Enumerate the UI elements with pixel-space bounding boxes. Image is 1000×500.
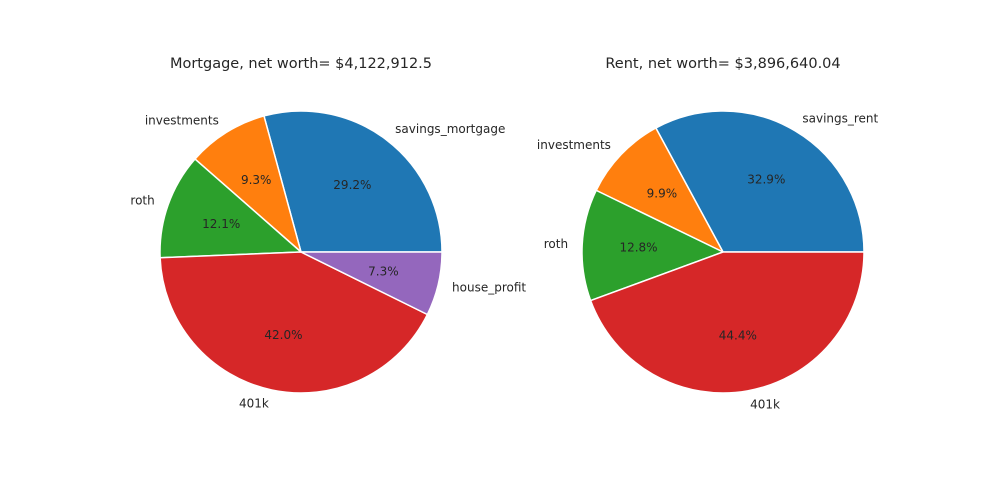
mortgage-category-label-roth: roth — [130, 193, 154, 207]
rent-percent-label-investments: 9.9% — [647, 187, 678, 201]
mortgage-slice-401k — [159, 251, 429, 394]
mortgage-percent-label-house-profit: 7.3% — [368, 264, 399, 278]
mortgage-percent-label-401k: 42.0% — [264, 328, 302, 342]
mortgage-percent-label-roth: 12.1% — [202, 217, 240, 231]
rent-category-label-investments: investments — [537, 138, 611, 152]
rent-percent-label-401k: 44.4% — [719, 328, 757, 342]
mortgage-slice-roth — [159, 158, 302, 259]
mortgage-chart-title: Mortgage, net worth= $4,122,912.5 — [170, 56, 432, 72]
mortgage-category-label-401k: 401k — [239, 397, 269, 411]
mortgage-pie-chart: 29.2% savings_mortgage 9.3% investments 12.1… — [130, 56, 526, 411]
rent-slice-investments — [595, 127, 724, 253]
rent-chart-title: Rent, net worth= $3,896,640.04 — [605, 56, 840, 72]
mortgage-slice-house-profit — [300, 251, 443, 316]
mortgage-category-label-investments: investments — [145, 113, 219, 127]
rent-slice-savings-rent — [655, 110, 865, 253]
rent-percent-label-roth: 12.8% — [619, 241, 657, 255]
mortgage-slice-savings-mortgage — [263, 110, 443, 253]
rent-percent-label-savings-rent: 32.9% — [747, 172, 785, 186]
rent-slice-401k — [589, 251, 865, 394]
mortgage-percent-label-savings-mortgage: 29.2% — [333, 178, 371, 192]
rent-category-label-savings-rent: savings_rent — [802, 112, 878, 126]
mortgage-category-label-savings-mortgage: savings_mortgage — [395, 122, 505, 136]
rent-category-label-roth: roth — [544, 237, 568, 251]
mortgage-percent-label-investments: 9.3% — [241, 173, 272, 187]
rent-slice-roth — [581, 189, 724, 302]
mortgage-category-label-house-profit: house_profit — [452, 280, 526, 294]
rent-category-label-401k: 401k — [750, 398, 780, 412]
rent-pie-chart: 32.9% savings_rent 9.9% investments 12.8% rot… — [537, 56, 879, 412]
mortgage-slice-investments — [194, 115, 302, 253]
